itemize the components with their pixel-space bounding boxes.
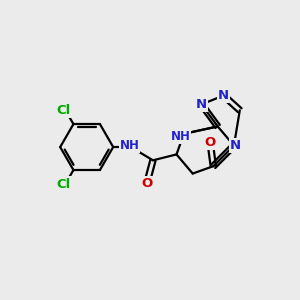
Text: O: O bbox=[141, 177, 153, 190]
Text: N: N bbox=[230, 139, 241, 152]
Text: Cl: Cl bbox=[57, 178, 71, 190]
Text: N: N bbox=[196, 98, 207, 111]
Text: O: O bbox=[205, 136, 216, 149]
Text: NH: NH bbox=[170, 130, 190, 143]
Text: N: N bbox=[218, 89, 229, 102]
Text: NH: NH bbox=[119, 139, 139, 152]
Text: Cl: Cl bbox=[57, 103, 71, 117]
